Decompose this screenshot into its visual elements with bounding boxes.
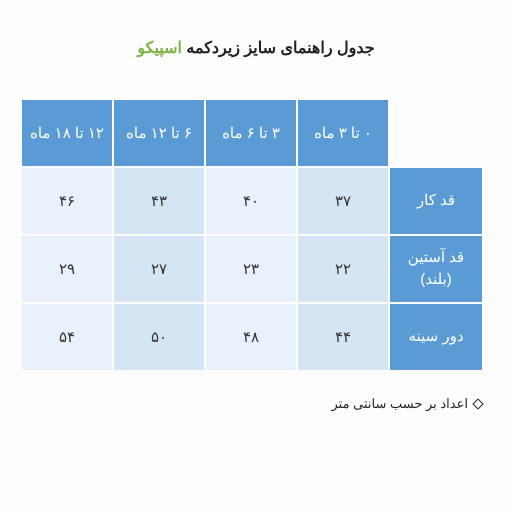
table-row: دور سینه ۴۴ ۴۸ ۵۰ ۵۴ bbox=[22, 304, 482, 370]
table-row: قد کار ۳۷ ۴۰ ۴۳ ۴۶ bbox=[22, 168, 482, 234]
table-cell: ۵۴ bbox=[22, 304, 112, 370]
col-header: ۶ تا ۱۲ ماه bbox=[114, 100, 204, 166]
title-main: جدول راهنمای سایز زیردکمه bbox=[186, 40, 374, 57]
table-cell: ۴۴ bbox=[298, 304, 388, 370]
table-corner bbox=[390, 100, 482, 166]
table-cell: ۲۳ bbox=[206, 236, 296, 302]
table-cell: ۴۳ bbox=[114, 168, 204, 234]
col-header: ۰ تا ۳ ماه bbox=[298, 100, 388, 166]
footnote-text: اعداد بر حسب سانتی متر bbox=[331, 396, 468, 412]
table-cell: ۴۶ bbox=[22, 168, 112, 234]
table-row: قد آستین (بلند) ۲۲ ۲۳ ۲۷ ۲۹ bbox=[22, 236, 482, 302]
row-header: قد آستین (بلند) bbox=[390, 236, 482, 302]
table-cell: ۳۷ bbox=[298, 168, 388, 234]
page-title: جدول راهنمای سایز زیردکمه اسپیکو bbox=[28, 38, 484, 58]
table-cell: ۲۲ bbox=[298, 236, 388, 302]
title-brand: اسپیکو bbox=[137, 40, 182, 57]
table-cell: ۲۷ bbox=[114, 236, 204, 302]
table-cell: ۴۰ bbox=[206, 168, 296, 234]
row-header: قد کار bbox=[390, 168, 482, 234]
table-cell: ۵۰ bbox=[114, 304, 204, 370]
table-cell: ۲۹ bbox=[22, 236, 112, 302]
col-header: ۳ تا ۶ ماه bbox=[206, 100, 296, 166]
diamond-icon bbox=[472, 398, 483, 409]
col-header: ۱۲ تا ۱۸ ماه bbox=[22, 100, 112, 166]
size-chart-table: ۰ تا ۳ ماه ۳ تا ۶ ماه ۶ تا ۱۲ ماه ۱۲ تا … bbox=[20, 98, 484, 372]
footnote: اعداد بر حسب سانتی متر bbox=[28, 396, 484, 412]
table-cell: ۴۸ bbox=[206, 304, 296, 370]
row-header: دور سینه bbox=[390, 304, 482, 370]
